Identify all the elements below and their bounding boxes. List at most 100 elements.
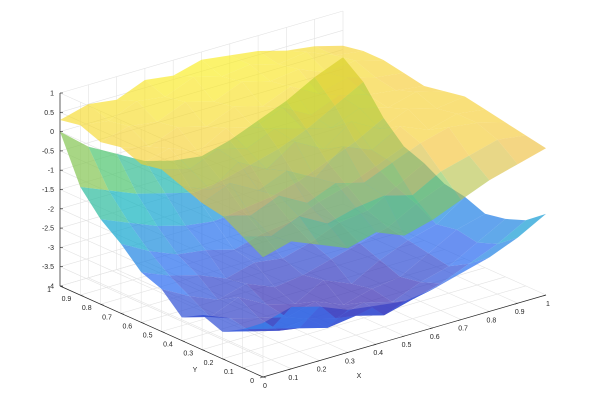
y-tick-mark [242, 367, 246, 370]
surface-1-patch [210, 297, 259, 319]
surface-1-patch [448, 242, 498, 267]
z-tick-label: -1 [48, 168, 54, 175]
surface-2-patch [335, 182, 385, 208]
surface-2-patch [177, 126, 227, 152]
surface-2-patch [469, 139, 518, 181]
surface-2-patch [497, 135, 546, 165]
surface-2-patch [392, 143, 441, 196]
surface-2-patch [250, 64, 299, 82]
z-tick-label: -4 [48, 284, 54, 291]
floor-grid-line [222, 276, 506, 360]
y-tick-label: 0.2 [204, 360, 214, 367]
surface-1-patch [497, 213, 546, 244]
surface-2-patch [387, 91, 437, 109]
surface-2-patch [331, 108, 380, 129]
surface-1-patch [428, 229, 478, 267]
y-tick-mark [222, 358, 226, 361]
surface-1-patch [282, 242, 332, 276]
surface-2-patch [193, 76, 243, 102]
x-tick-label: 0.3 [345, 358, 355, 365]
surface-2-patch [88, 99, 137, 121]
surface-2-patch [197, 128, 247, 152]
x-tick-label: 0 [263, 383, 267, 390]
x-axis-label: X [357, 373, 362, 380]
surface-2-patch [254, 107, 303, 129]
z-tick-label: -2 [48, 206, 54, 213]
surface-2-patch [128, 121, 178, 147]
surface-1-patch [161, 289, 211, 318]
x-tick-mark [486, 311, 490, 313]
surface-2-patch [355, 195, 405, 236]
y-tick-mark [262, 376, 267, 379]
surface-1-patch [371, 276, 421, 302]
surface-2-patch [271, 216, 320, 245]
surface-2-patch [335, 51, 384, 61]
surface-1-patch [440, 257, 490, 284]
surface-2-patch [108, 101, 158, 127]
z-tick-label: 0.5 [44, 110, 54, 117]
surface-2-patch [367, 90, 417, 108]
y-tick-mark [80, 294, 84, 297]
surface-2-patch [205, 106, 255, 128]
x-tick-mark [458, 319, 462, 321]
surface-2-patch [307, 183, 356, 224]
surface-1-patch [254, 258, 303, 288]
surface-2-patch [238, 162, 287, 191]
surface-2-patch [351, 121, 401, 150]
surface-2-patch [295, 141, 344, 178]
surface-1-patch [177, 250, 227, 279]
wall-grid-line [59, 266, 264, 358]
surface-1-patch [165, 192, 214, 226]
surface-2-patch [428, 113, 478, 130]
surface-1-patch [363, 299, 413, 316]
surface-2-patch [282, 107, 332, 129]
surface-2-patch [266, 141, 316, 178]
x-tick-label: 0.8 [487, 317, 497, 324]
surface-2-patch [286, 46, 335, 56]
y-tick-label: 0.7 [102, 314, 112, 321]
surface-1-patch [189, 296, 239, 317]
y-tick-label: 0.4 [163, 342, 173, 349]
surface-1-patch [205, 249, 255, 279]
z-tick-label: -0.5 [42, 148, 54, 155]
surface-1-patch [295, 280, 344, 305]
surface-2-patch [218, 148, 267, 170]
surface-2-patch [230, 183, 279, 216]
surface-1-patch [315, 301, 364, 319]
surface-2-patch [213, 81, 263, 107]
surface-2-patch [202, 183, 251, 216]
surface-1-patch [116, 153, 166, 194]
surface-2-patch [448, 122, 498, 156]
surface-2-patch [408, 108, 457, 130]
surface-1-patch [88, 146, 137, 194]
surface-2-patch [165, 77, 214, 102]
y-tick-label: 0.5 [143, 333, 153, 340]
surface-2-patch [355, 60, 404, 78]
surface-2-patch [416, 91, 465, 109]
surface-2-patch [339, 94, 388, 109]
surface-1-patch [242, 307, 292, 330]
surface-2-patch [222, 215, 271, 237]
surface-2-patch [440, 155, 490, 200]
surface-2-patch [116, 80, 166, 102]
surface-2-patch [400, 126, 449, 144]
surface-1-patch [226, 262, 275, 288]
surface-2-patch [395, 86, 445, 92]
surface-2-patch [375, 73, 425, 91]
surface-2-patch [149, 127, 198, 152]
surface-2-patch [290, 86, 340, 115]
surface-2-patch [229, 51, 279, 65]
surface-1-patch [100, 219, 150, 252]
surface-2-patch [181, 183, 231, 203]
surface-2-patch [221, 64, 271, 82]
surface-1-patch [412, 273, 462, 300]
surface-1-patch [80, 187, 129, 223]
surface-1-patch [323, 280, 372, 305]
surface-2-patch [136, 96, 186, 122]
surface-1-patch [108, 190, 158, 226]
surface-2-patch [234, 106, 283, 128]
surface-2-patch [323, 121, 372, 150]
x-tick-mark [259, 376, 264, 379]
surface-1-patch [343, 288, 393, 305]
surface-2-patch [319, 77, 368, 96]
